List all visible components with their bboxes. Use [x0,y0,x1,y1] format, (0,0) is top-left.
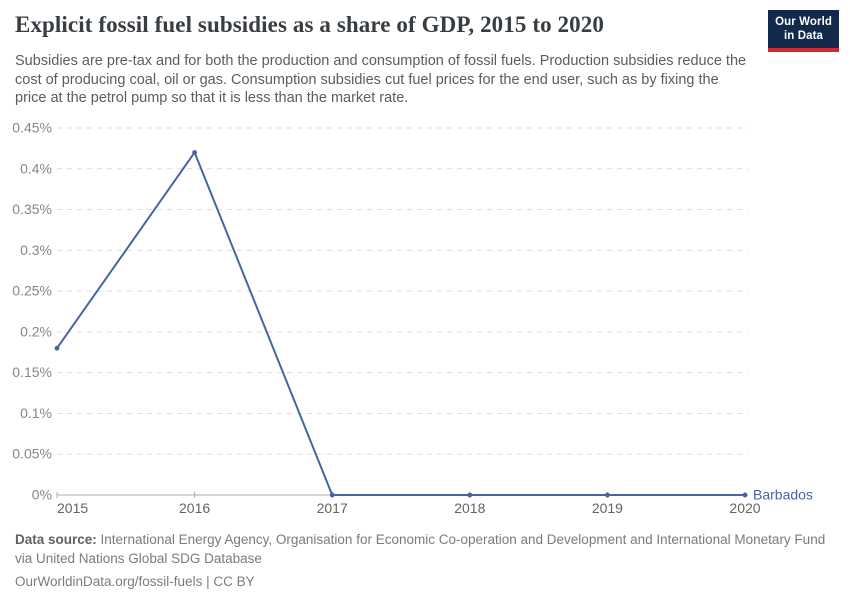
data-source-label: Data source: [15,532,97,547]
chart-title: Explicit fossil fuel subsidies as a shar… [15,12,604,37]
license-line: OurWorldinData.org/fossil-fuels | CC BY [15,574,255,590]
data-point[interactable] [605,492,610,498]
data-point[interactable] [54,345,60,351]
y-tick-label: 0.15% [12,364,52,380]
y-tick-label: 0.05% [12,446,52,462]
data-source-text: International Energy Agency, Organisatio… [15,532,826,566]
data-point[interactable] [742,492,748,498]
owid-logo-line1: Our World [775,16,832,28]
chart-subtitle: Subsidies are pre-tax and for both the p… [15,53,747,107]
owid-logo[interactable]: Our World in Data [768,10,839,52]
data-point[interactable] [467,492,473,498]
y-tick-label: 0.35% [12,201,52,217]
y-tick-label: 0.1% [20,405,52,421]
x-tick-label: 2019 [592,500,623,516]
x-tick-label: 2017 [317,500,348,516]
owid-logo-line2: in Data [784,30,824,43]
y-tick-label: 0.3% [20,242,52,258]
data-point[interactable] [192,150,198,155]
y-tick-label: 0.4% [20,160,52,176]
x-tick-label: 2020 [729,500,760,516]
x-tick-label: 2016 [179,500,210,516]
y-tick-label: 0% [32,487,52,503]
x-tick-label: 2018 [454,500,485,516]
data-line [56,151,746,496]
x-tick-label: 2015 [57,500,88,516]
data-source-line: Data source: International Energy Agency… [15,531,833,568]
y-tick-label: 0.25% [12,283,52,299]
y-tick-label: 0.2% [20,323,52,339]
y-tick-label: 0.45% [12,120,52,136]
data-point[interactable] [329,492,335,498]
line-chart-plot: 0% 0.05% 0.1% 0.15% 0.2% 0.25% 0.3% 0.35% 0.4% 0.… [12,120,813,517]
chart-footer: Data source: International Energy Agency… [15,531,833,592]
series-label[interactable]: Barbados [753,487,813,503]
